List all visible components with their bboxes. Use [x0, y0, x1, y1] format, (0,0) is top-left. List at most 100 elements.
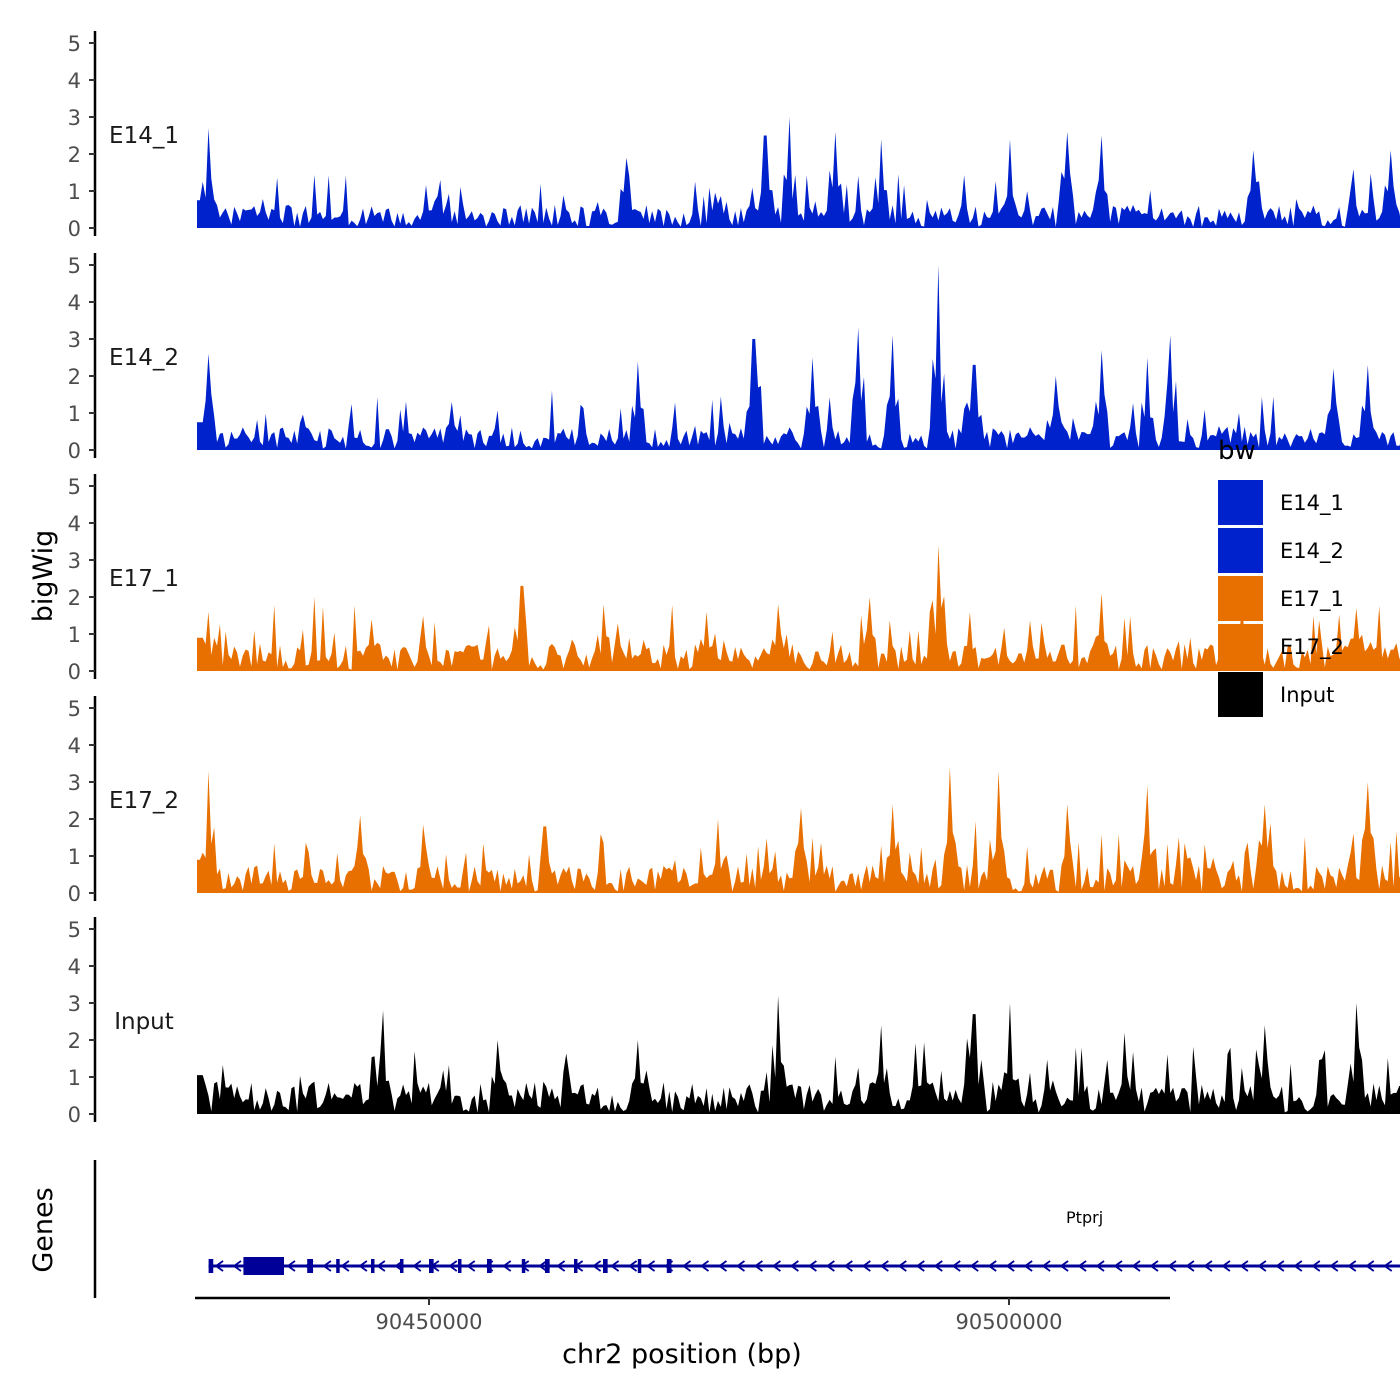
signal-area-E14_2 [197, 265, 1400, 450]
exon [429, 1259, 434, 1273]
legend-swatch [1218, 672, 1263, 717]
strand-arrow [412, 1260, 422, 1272]
exon [243, 1257, 284, 1275]
exon [574, 1259, 578, 1273]
strand-arrow [1275, 1260, 1285, 1272]
strand-arrow [735, 1260, 745, 1272]
track-Input: 0 1 2 3 4 5 Input [68, 917, 1400, 1127]
strand-arrow [1167, 1260, 1177, 1272]
strand-arrow [628, 1260, 638, 1272]
strand-arrow [1059, 1260, 1069, 1272]
strand-arrow [592, 1260, 602, 1272]
track-label-E17_2: E17_2 [109, 788, 179, 814]
track-E14_2: 0 1 2 3 4 5 E14_2 [68, 253, 1400, 463]
strand-arrow [520, 1260, 530, 1272]
y-tick-label: 3 [68, 549, 81, 573]
track-E17_1: 0 1 2 3 4 5 E17_1 [68, 474, 1400, 684]
exon [637, 1259, 642, 1273]
strand-arrow [897, 1260, 907, 1272]
y-tick-label: 5 [68, 697, 81, 721]
y-tick-label: 3 [68, 992, 81, 1016]
legend-swatch [1218, 480, 1263, 525]
y-axis-label: bigWig [28, 530, 59, 623]
strand-arrow [969, 1260, 979, 1272]
strand-arrow [502, 1260, 512, 1272]
strand-arrow [933, 1260, 943, 1272]
strand-arrow [1347, 1260, 1357, 1272]
strand-arrow [448, 1260, 458, 1272]
legend-swatch [1218, 528, 1263, 573]
strand-arrow [286, 1260, 296, 1272]
exon [603, 1259, 608, 1273]
strand-arrow [1095, 1260, 1105, 1272]
y-tick-label: 4 [68, 734, 81, 758]
strand-arrow [753, 1260, 763, 1272]
y-tick-label: 0 [68, 1103, 81, 1127]
strand-arrow [1239, 1260, 1249, 1272]
x-tick-label: 90500000 [956, 1310, 1063, 1334]
track-label-E14_2: E14_2 [109, 345, 179, 371]
exon [371, 1259, 375, 1273]
legend-label: E14_2 [1280, 539, 1344, 564]
signal-area-Input [197, 995, 1400, 1114]
y-tick-label: 5 [68, 32, 81, 56]
y-tick-label: 5 [68, 918, 81, 942]
x-axis-label: chr2 position (bp) [562, 1339, 802, 1370]
y-tick-label: 1 [68, 1066, 81, 1090]
strand-arrow [1329, 1260, 1339, 1272]
y-tick-label: 1 [68, 180, 81, 204]
y-tick-label: 2 [68, 365, 81, 389]
track-label-E17_1: E17_1 [109, 566, 179, 592]
legend-item-E14_1: E14_1 [1218, 480, 1344, 525]
strand-arrow [1113, 1260, 1123, 1272]
strand-arrow [1293, 1260, 1303, 1272]
y-tick-label: 4 [68, 955, 81, 979]
y-tick-label: 2 [68, 586, 81, 610]
strand-arrow [538, 1260, 548, 1272]
strand-arrow [1257, 1260, 1267, 1272]
strand-arrow [1383, 1260, 1393, 1272]
genes-axis-label: Genes [28, 1187, 59, 1272]
exon [208, 1259, 214, 1273]
legend: bw E14_1 E14_2 E17_1 E17_2 Input [1218, 436, 1344, 717]
y-tick-label: 4 [68, 69, 81, 93]
exon [487, 1259, 492, 1273]
bigwig-tracks: 0 1 2 3 4 5 E14_1 0 1 2 3 4 5 E14_2 0 1 2 3 4 5 E17_1 0 1 2 3 4 5 E… [68, 31, 1400, 1127]
exon [458, 1259, 462, 1273]
y-tick-label: 3 [68, 771, 81, 795]
strand-arrow [825, 1260, 835, 1272]
x-axis: 904500009050000090550000 [195, 1296, 1170, 1334]
strand-arrow [1185, 1260, 1195, 1272]
track-label-Input: Input [114, 1009, 174, 1035]
legend-label: E17_1 [1280, 587, 1344, 612]
signal-area-E14_1 [197, 117, 1400, 228]
signal-area-E17_2 [197, 767, 1400, 893]
legend-title: bw [1218, 436, 1256, 466]
strand-arrow [951, 1260, 961, 1272]
strand-arrow [771, 1260, 781, 1272]
strand-arrow [1365, 1260, 1375, 1272]
strand-arrow [340, 1260, 350, 1272]
legend-item-E14_2: E14_2 [1218, 528, 1344, 573]
exon [666, 1259, 672, 1273]
strand-arrow [1077, 1260, 1087, 1272]
exon [400, 1259, 404, 1273]
y-tick-label: 2 [68, 143, 81, 167]
y-tick-label: 1 [68, 845, 81, 869]
strand-arrow [843, 1260, 853, 1272]
strand-arrow [376, 1260, 386, 1272]
strand-arrow [232, 1260, 242, 1272]
strand-arrow [1041, 1260, 1051, 1272]
strand-arrow [1203, 1260, 1213, 1272]
y-tick-label: 2 [68, 808, 81, 832]
strand-arrow [610, 1260, 620, 1272]
strand-arrow [879, 1260, 889, 1272]
strand-arrow [1221, 1260, 1231, 1272]
strand-arrow [214, 1260, 224, 1272]
strand-arrow [1005, 1260, 1015, 1272]
legend-label: E14_1 [1280, 491, 1344, 516]
strand-arrow [681, 1260, 692, 1272]
y-tick-label: 2 [68, 1029, 81, 1053]
y-tick-label: 1 [68, 623, 81, 647]
